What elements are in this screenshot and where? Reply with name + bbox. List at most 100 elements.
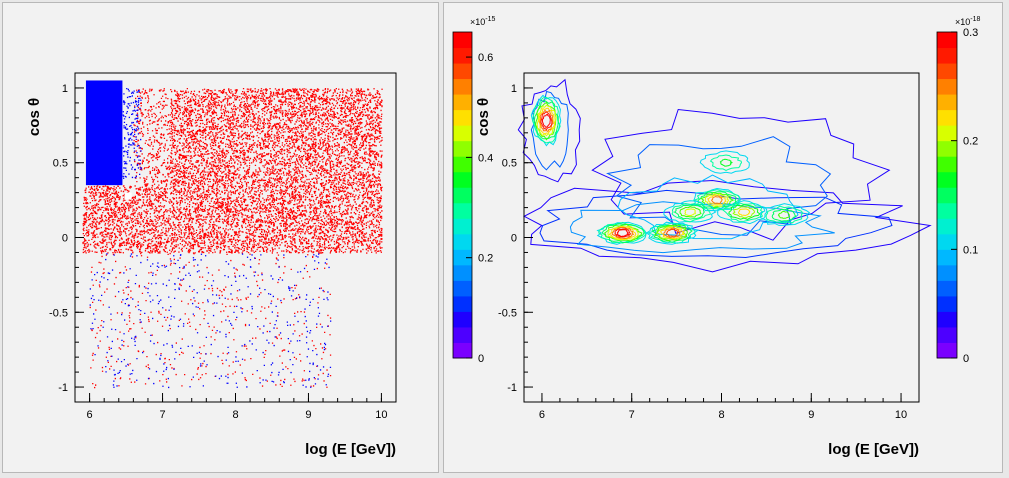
middle-colorbar-swatch	[453, 202, 472, 219]
right-colorbar-swatch	[937, 171, 957, 188]
right-colorbar-swatch	[937, 125, 957, 142]
contour-outer	[523, 179, 932, 273]
right-contours	[517, 78, 932, 273]
contour-peak-6	[719, 158, 734, 167]
right-colorbar-exponent-power: -18	[970, 16, 980, 23]
right-colorbar-swatch	[937, 342, 957, 359]
right-colorbar-swatch	[937, 218, 957, 235]
contour-peak-3	[697, 191, 738, 209]
right-colorbar-outline	[936, 31, 958, 359]
contour-peak-6	[699, 150, 750, 174]
left-ylabel: cos θ	[26, 98, 43, 136]
right-colorbar-swatch	[937, 280, 957, 297]
contour-peak-4	[717, 200, 768, 225]
middle-colorbar-swatch	[453, 218, 472, 235]
right-xtick-label: 8	[718, 409, 724, 421]
contour-peak-2	[665, 228, 679, 237]
middle-colorbar-swatch	[453, 342, 472, 359]
contour-outer	[569, 201, 835, 254]
right-colorbar-tick-label: 0.1	[963, 244, 978, 256]
contour-peak-2	[645, 221, 700, 245]
contour-outer	[591, 108, 891, 241]
right-colorbar-swatch	[937, 140, 957, 157]
left-ytick-label: 0.5	[53, 158, 68, 170]
left-ytick-label: 0	[62, 233, 68, 245]
contour-peak-4	[732, 206, 756, 219]
contour-peak-1	[604, 223, 643, 242]
contour-peak-1	[608, 226, 637, 241]
middle-colorbar-swatch	[453, 32, 472, 49]
contour-peak-1	[611, 226, 635, 240]
contour-outer	[617, 174, 799, 240]
right-xtick-label: 10	[895, 409, 907, 421]
contour-peak-5	[663, 200, 717, 223]
left-series-0-region-1	[82, 185, 172, 254]
contour-peak-0	[539, 109, 554, 133]
middle-colorbar-exponent: ×10-15	[470, 16, 496, 27]
right-colorbar-swatch	[937, 233, 957, 250]
contour-peak-5	[671, 202, 712, 223]
right-pad[interactable]	[443, 2, 1003, 473]
middle-colorbar-swatch	[453, 63, 472, 80]
middle-colorbar-swatch	[453, 156, 472, 173]
right-colorbar-swatch	[937, 63, 957, 80]
contour-peak-7	[759, 203, 811, 226]
middle-colorbar-swatch	[453, 78, 472, 95]
middle-colorbar-swatch	[453, 280, 472, 297]
right-colorbar-swatch	[937, 109, 957, 126]
right-ylabel: cos θ	[475, 98, 492, 136]
contour-peak-1	[596, 221, 647, 245]
left-series-0-region-2	[133, 88, 172, 187]
contour-peak-2	[651, 223, 693, 243]
left-ytick-label: 1	[62, 83, 68, 95]
left-xlabel: log (E [GeV])	[305, 441, 396, 458]
left-xtick-label: 6	[87, 409, 93, 421]
left-series-1-block	[85, 80, 123, 186]
middle-colorbar-swatch	[453, 125, 472, 142]
middle-colorbar-swatch	[453, 249, 472, 266]
right-colorbar-swatch	[937, 311, 957, 328]
middle-colorbar-tick-label: 0.6	[478, 52, 493, 64]
right-xtick-label: 9	[808, 409, 814, 421]
left-series-0-region-3	[89, 252, 332, 389]
contour-peak-7	[765, 205, 804, 224]
contour-peak-2	[646, 222, 696, 244]
contour-peak-1	[614, 228, 632, 238]
right-xtick-label: 6	[539, 409, 545, 421]
contour-outer	[517, 78, 581, 183]
middle-colorbar-swatch	[453, 171, 472, 188]
contour-peak-0	[540, 111, 553, 131]
contour-peak-3	[707, 194, 727, 205]
right-colorbar-tick-label: 0	[963, 353, 969, 365]
right-ytick-label: -1	[507, 382, 517, 394]
right-colorbar-swatch	[937, 249, 957, 266]
contour-peak-0	[541, 113, 551, 128]
contour-peak-3	[710, 195, 723, 204]
middle-colorbar-swatch	[453, 140, 472, 157]
contour-outer	[530, 90, 569, 171]
middle-colorbar-outline	[452, 31, 473, 359]
middle-colorbar-swatch	[453, 264, 472, 281]
contour-peak-0	[537, 107, 556, 135]
contour-peak-6	[709, 154, 743, 171]
right-colorbar-swatch	[937, 202, 957, 219]
right-ytick-label: 0.5	[502, 158, 517, 170]
left-gap	[124, 192, 132, 200]
right-colorbar-swatch	[937, 326, 957, 343]
contour-peak-2	[663, 227, 681, 239]
middle-colorbar-swatch	[453, 311, 472, 328]
left-ytick-label: -1	[58, 382, 68, 394]
middle-colorbar-tick-label: 0.2	[478, 253, 493, 265]
middle-colorbar-swatch	[453, 109, 472, 126]
middle-colorbar-swatch	[453, 233, 472, 250]
left-xtick-label: 7	[159, 409, 165, 421]
right-frame	[523, 72, 920, 403]
middle-colorbar-swatch	[453, 187, 472, 204]
left-series-0-region-0	[169, 88, 383, 254]
contour-peak-4	[728, 204, 761, 220]
right-xlabel: log (E [GeV])	[828, 441, 919, 458]
right-ytick-label: 0	[511, 233, 517, 245]
contour-peak-5	[673, 204, 705, 220]
middle-colorbar-swatch	[453, 94, 472, 111]
